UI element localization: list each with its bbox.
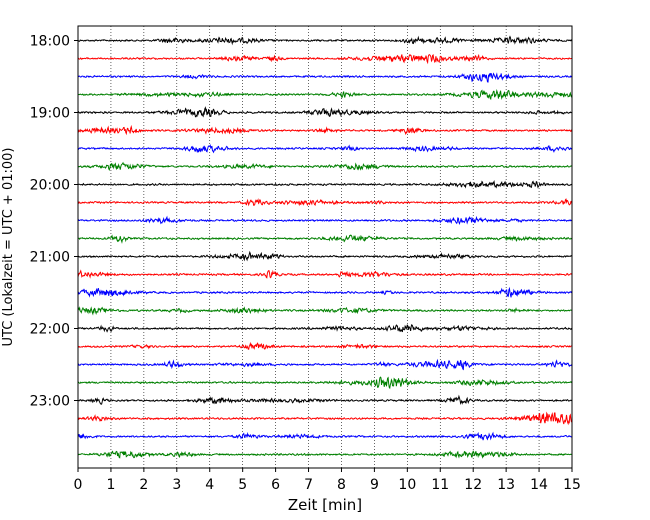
x-tick-label: 4 [205,477,214,493]
x-axis-ticks: 0 1 2 3 4 5 6 7 8 9 10 11 12 13 14 15 [74,468,581,493]
seismogram-trace [77,269,573,279]
seismogram-trace [77,450,573,459]
x-tick-label: 14 [530,477,548,493]
x-tick-label: 15 [563,477,581,493]
seismogram-trace [77,286,573,298]
seismogram-trace [77,358,572,371]
x-tick-label: 8 [337,477,346,493]
x-tick-label: 12 [464,477,482,493]
y-tick-label: 19:00 [30,106,70,122]
seismogram-trace [77,35,573,46]
y-axis-label: UTC (Lokalzeit = UTC + 01:00) [1,148,16,347]
x-tick-label: 1 [106,477,115,493]
seismogram-trace [77,394,573,406]
y-tick-label: 22:00 [30,322,70,338]
plot-frame [77,25,573,469]
seismogram-trace [77,180,573,189]
traces [77,35,573,459]
y-axis-ticks: 18:00 19:00 20:00 21:00 22:00 23:00 [30,34,78,410]
x-tick-label: 6 [271,477,280,493]
seismogram-trace [77,198,573,207]
x-axis-label: Zeit [min] [288,496,362,514]
seismogram-trace [77,143,573,154]
y-tick-label: 18:00 [30,34,70,50]
seismogram-trace [77,88,573,101]
x-tick-label: 0 [74,477,83,493]
seismogram-trace [77,124,573,136]
x-tick-label: 5 [238,477,247,493]
x-tick-label: 9 [370,477,379,493]
x-tick-label: 10 [398,477,416,493]
x-tick-label: 2 [139,477,148,493]
seismogram-trace [77,376,573,390]
seismogram-trace [77,341,573,350]
x-tick-label: 11 [431,477,449,493]
seismogram-trace [77,161,573,172]
seismogram-trace [77,306,573,316]
x-tick-label: 13 [497,477,515,493]
seismogram-trace [77,250,573,262]
seismogram-trace [77,72,573,83]
seismogram-trace [77,411,573,426]
seismogram-trace [77,215,573,225]
seismogram-trace [77,234,573,244]
x-tick-label: 7 [304,477,313,493]
y-tick-label: 21:00 [30,250,70,266]
seismogram-trace [77,53,573,65]
seismogram-trace [77,431,573,441]
y-tick-label: 20:00 [30,178,70,194]
y-tick-label: 23:00 [30,394,70,410]
seismogram-trace [77,323,573,333]
x-tick-label: 3 [172,477,181,493]
seismogram-trace [77,106,573,118]
